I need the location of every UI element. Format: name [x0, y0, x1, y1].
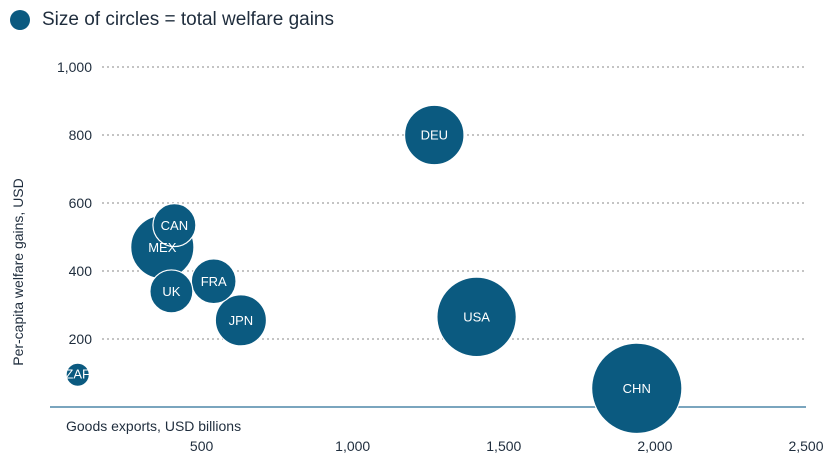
legend: Size of circles = total welfare gains [10, 8, 334, 32]
bubble-label-jpn: JPN [229, 313, 254, 328]
x-tick-label: 500 [190, 438, 214, 454]
y-tick-label: 1,000 [57, 59, 92, 75]
x-tick-label: 1,000 [335, 438, 370, 454]
x-tick-label: 2,500 [788, 438, 823, 454]
legend-text: Size of circles = total welfare gains [42, 9, 334, 30]
bubble-label-fra: FRA [201, 274, 227, 289]
bubble-chn [591, 342, 683, 435]
bubble-usa [436, 276, 517, 358]
y-tick-label: 200 [69, 331, 93, 347]
bubble-label-uk: UK [162, 284, 180, 299]
bubble-can [152, 203, 197, 248]
bubble-label-chn: CHN [623, 381, 651, 396]
bubble-label-deu: DEU [421, 128, 448, 143]
x-tick-label: 2,000 [637, 438, 672, 454]
y-axis-title: Per-capita welfare gains, USD [10, 178, 26, 366]
y-tick-label: 600 [69, 195, 93, 211]
bubble-label-can: CAN [161, 218, 188, 233]
bubble-label-zaf: ZAF [65, 366, 90, 381]
bubble-zaf [65, 362, 90, 387]
bubble-fra [190, 258, 237, 305]
x-axis-title: Goods exports, USD billions [66, 418, 241, 434]
y-tick-label: 400 [69, 263, 93, 279]
bubble-label-mex: MEX [148, 240, 177, 255]
x-tick-label: 1,500 [486, 438, 521, 454]
bubble-uk [149, 269, 194, 314]
bubble-label-usa: USA [463, 310, 490, 325]
legend-circle-icon [10, 10, 30, 30]
bubble-deu [403, 104, 465, 166]
bubble-jpn [214, 294, 268, 347]
y-tick-label: 800 [69, 127, 93, 143]
